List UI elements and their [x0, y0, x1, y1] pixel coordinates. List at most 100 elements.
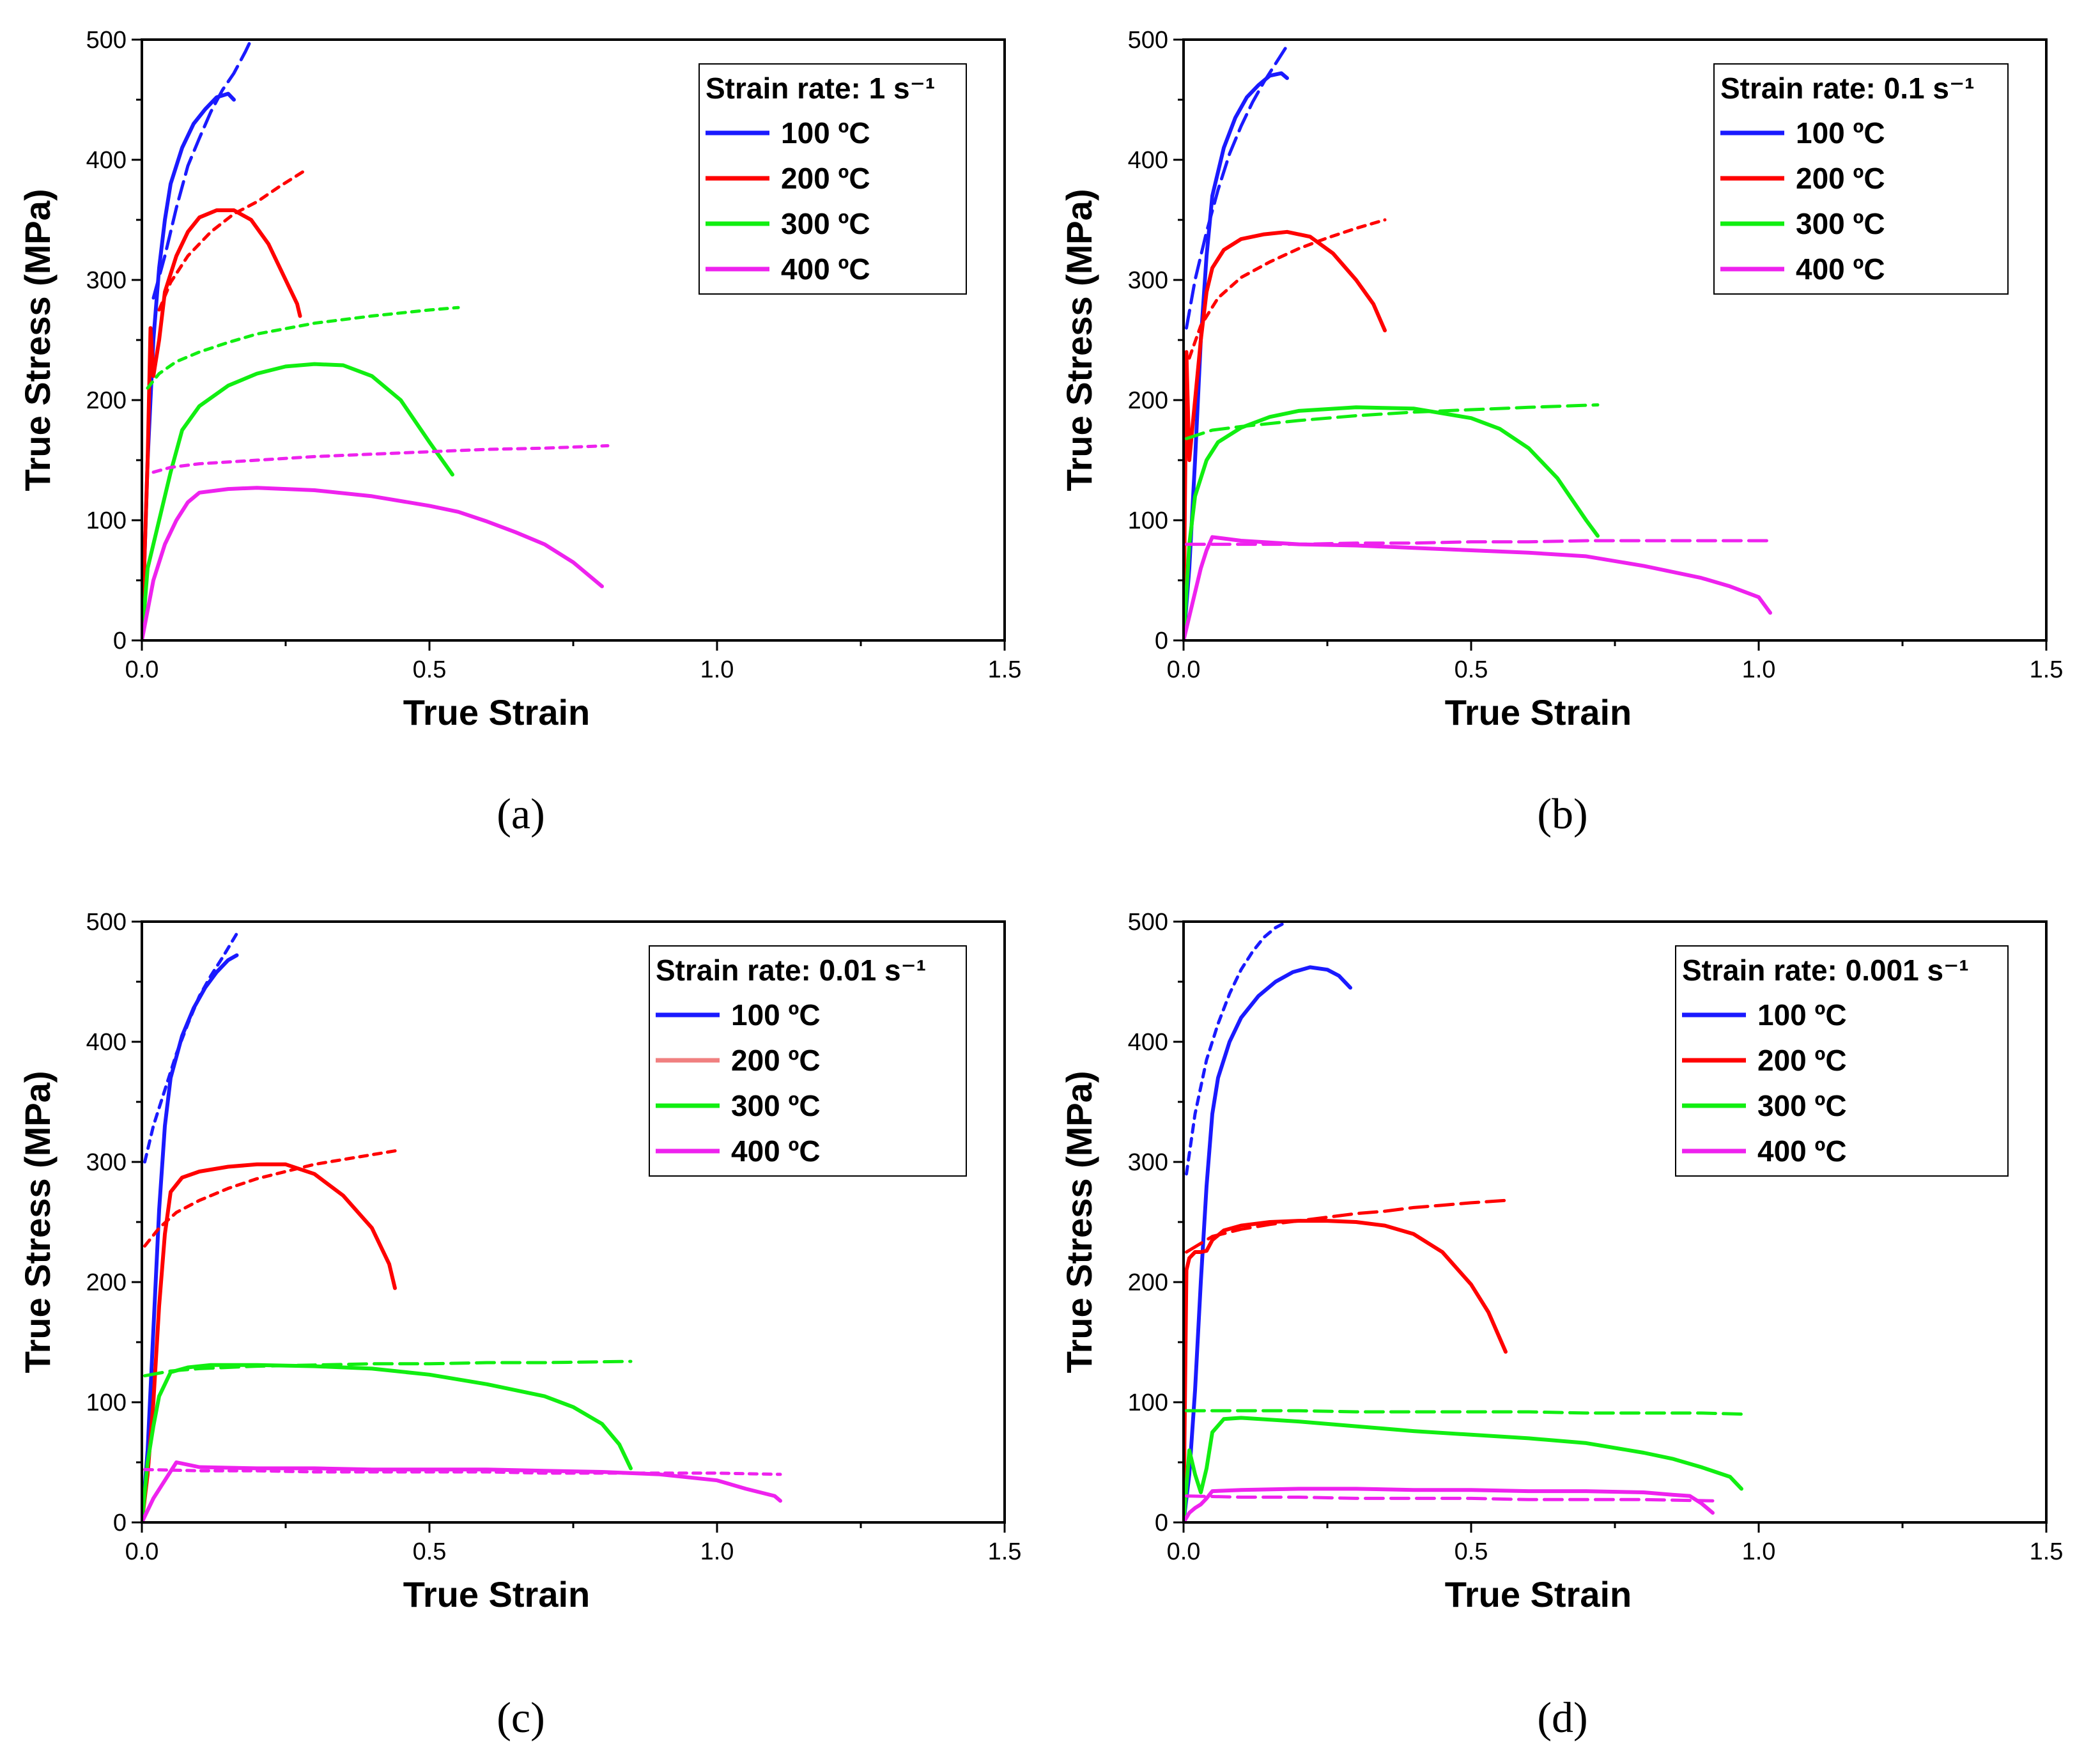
series-line-300-c [1184, 405, 1600, 640]
legend-entry: 300 ºC [731, 1089, 821, 1122]
y-tick-label: 500 [86, 909, 127, 936]
legend-entry: 400 ºC [731, 1134, 821, 1168]
x-axis-label: True Strain [1445, 692, 1632, 732]
y-tick-label: 300 [86, 267, 127, 294]
y-tick-label: 500 [1128, 27, 1168, 54]
x-tick-label: 1.5 [988, 656, 1022, 683]
legend-title: Strain rate: 0.01 s⁻¹ [656, 954, 926, 987]
panel-a: 0.0 0.5 1.0 1.5 0 100 200 300 400 500 True Strain T… [0, 0, 1042, 882]
panel-c: 0.0 0.5 1.0 1.5 0 100 200 300 400 500 True Strain T… [0, 882, 1042, 1764]
legend-entry: 300 ºC [1757, 1089, 1847, 1122]
y-tick-label: 300 [1128, 267, 1168, 294]
y-axis-label: True Stress (MPa) [1059, 189, 1099, 491]
y-tick-label: 200 [86, 387, 127, 414]
y-tick-label: 100 [1128, 1389, 1168, 1416]
series-line-300-c [142, 1363, 633, 1522]
series-line-300-c-model [1185, 1409, 1749, 1416]
series-line-100-c [1184, 965, 1352, 1522]
x-axis-label: True Strain [403, 692, 590, 732]
chart-c: 0.0 0.5 1.0 1.5 0 100 200 300 400 500 True Strain T… [17, 909, 1022, 1742]
y-tick-label: 0 [1155, 1510, 1168, 1536]
y-tick-label: 300 [1128, 1149, 1168, 1176]
y-axis-label: True Stress (MPa) [17, 189, 58, 491]
x-tick-label: 0.0 [125, 1538, 159, 1565]
legend-entry: 400 ºC [1796, 252, 1885, 286]
x-tick-label: 1.5 [988, 1538, 1022, 1565]
x-tick-label: 1.5 [2030, 656, 2064, 683]
legend-entry: 300 ºC [781, 207, 870, 240]
chart-d: 0.0 0.5 1.0 1.5 0 100 200 300 400 500 True Strain T… [1059, 909, 2064, 1742]
series-line-400-c-model [143, 1467, 782, 1476]
panel-caption: (b) [1537, 789, 1587, 838]
legend-entry: 200 ºC [1796, 162, 1885, 195]
x-tick-label: 0.0 [125, 656, 159, 683]
series-line-300-c [142, 362, 454, 640]
legend-entry: 100 ºC [731, 998, 821, 1032]
x-tick-label: 0.0 [1167, 1538, 1201, 1565]
y-tick-label: 200 [86, 1269, 127, 1296]
legend-title: Strain rate: 0.001 s⁻¹ [1682, 954, 1969, 987]
series-line-200-c [142, 208, 302, 640]
legend-title: Strain rate: 0.1 s⁻¹ [1720, 72, 1975, 105]
series-line-400-c [1184, 1487, 1715, 1522]
x-tick-label: 0.0 [1167, 656, 1201, 683]
legend-entry: 400 ºC [781, 252, 870, 286]
series-line-100-c-model [143, 932, 238, 1164]
series-line-400-c-model [151, 444, 610, 474]
series-line-400-c-model [1185, 1494, 1715, 1503]
y-tick-label: 0 [1155, 628, 1168, 654]
series-line-100-c-model [1185, 43, 1289, 330]
series-line-200-c [1184, 229, 1387, 640]
series-line-100-c-model [151, 40, 253, 300]
y-tick-label: 500 [86, 27, 127, 54]
legend: Strain rate: 0.001 s⁻¹ 100 ºC 200 ºC 300 ºC… [1675, 945, 2009, 1177]
legend-entry: 400 ºC [1757, 1134, 1847, 1168]
series-line-200-c [142, 1162, 397, 1522]
panel-b: 0.0 0.5 1.0 1.5 0 100 200 300 400 500 True Strain T… [1042, 0, 2083, 882]
y-tick-label: 100 [86, 1389, 127, 1416]
y-tick-label: 400 [86, 1029, 127, 1056]
y-tick-label: 100 [1128, 507, 1168, 534]
series-line-300-c-model [143, 1359, 633, 1378]
y-axis-label: True Stress (MPa) [17, 1071, 58, 1373]
series-line-400-c-model [1185, 539, 1772, 546]
series-group [1184, 922, 1749, 1522]
legend-entry: 300 ºC [1796, 207, 1885, 240]
y-tick-label: 400 [1128, 1029, 1168, 1056]
series-line-200-c-model [157, 170, 305, 312]
series-group [1184, 43, 1772, 640]
y-tick-label: 500 [1128, 909, 1168, 936]
legend: Strain rate: 0.1 s⁻¹ 100 ºC 200 ºC 300 ºC 40… [1713, 63, 2009, 295]
series-line-100-c [1184, 71, 1289, 640]
panel-caption: (a) [497, 789, 544, 838]
x-tick-label: 0.5 [413, 656, 447, 683]
series-line-300-c-model [146, 306, 460, 390]
x-tick-label: 1.5 [2030, 1538, 2064, 1565]
x-tick-label: 0.5 [1455, 1538, 1488, 1565]
legend-entry: 200 ºC [731, 1044, 821, 1077]
x-tick-label: 1.0 [700, 656, 734, 683]
series-line-200-c-model [1185, 1198, 1508, 1254]
panel-d: 0.0 0.5 1.0 1.5 0 100 200 300 400 500 True Strain T… [1042, 882, 2083, 1764]
legend-entry: 200 ºC [1757, 1044, 1847, 1077]
series-line-400-c [142, 1460, 782, 1522]
series-group [142, 932, 782, 1522]
panel-caption: (d) [1537, 1693, 1587, 1742]
legend: Strain rate: 1 s⁻¹ 100 ºC 200 ºC 300 ºC 400 … [699, 63, 967, 295]
chart-a: 0.0 0.5 1.0 1.5 0 100 200 300 400 500 True Strain T… [17, 27, 1022, 838]
y-tick-label: 100 [86, 507, 127, 534]
x-tick-label: 1.0 [700, 1538, 734, 1565]
panel-caption: (c) [497, 1693, 544, 1742]
legend: Strain rate: 0.01 s⁻¹ 100 ºC 200 ºC 300 ºC 4… [649, 945, 967, 1177]
x-tick-label: 1.0 [1742, 656, 1776, 683]
legend-entry: 100 ºC [1796, 116, 1885, 150]
y-tick-label: 0 [113, 628, 127, 654]
series-line-300-c [1184, 1416, 1743, 1522]
legend-entry: 100 ºC [1757, 998, 1847, 1032]
chart-b: 0.0 0.5 1.0 1.5 0 100 200 300 400 500 True Strain T… [1059, 27, 2064, 838]
series-line-100-c [142, 953, 239, 1522]
series-group [142, 40, 610, 640]
series-line-200-c-model [143, 1148, 403, 1248]
series-line-300-c-model [1185, 403, 1600, 440]
y-tick-label: 400 [86, 147, 127, 174]
